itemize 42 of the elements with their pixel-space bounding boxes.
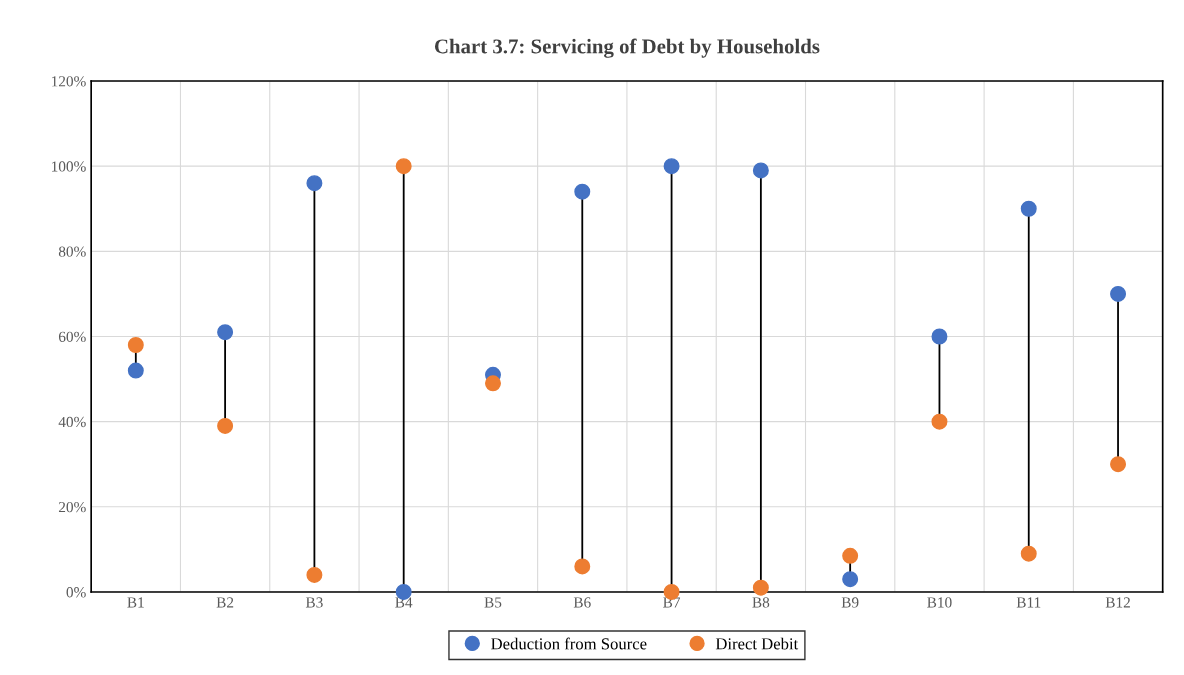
y-tick-label: 20% [58, 501, 86, 513]
legend-label: Direct Debit [715, 637, 799, 650]
x-tick-label: B9 [841, 597, 859, 608]
x-tick-label: B4 [395, 597, 413, 608]
x-tick-label: B6 [573, 597, 591, 608]
point [842, 547, 859, 564]
point [217, 417, 234, 434]
point [574, 558, 591, 575]
point [1110, 285, 1127, 302]
point [485, 375, 501, 392]
x-tick-label: B12 [1105, 597, 1130, 608]
y-tick-label: 100% [52, 161, 86, 172]
point [1020, 200, 1037, 217]
point [931, 413, 948, 430]
x-tick-label: B2 [216, 597, 234, 608]
y-tick-label: 60% [58, 331, 86, 342]
point [395, 158, 412, 175]
point [127, 362, 144, 379]
point [306, 175, 323, 192]
point [217, 324, 234, 341]
point [1020, 545, 1037, 562]
y-tick-label: 40% [58, 416, 86, 428]
point [306, 566, 323, 583]
point [752, 162, 769, 179]
x-tick-label: B10 [927, 597, 952, 608]
point [752, 579, 769, 596]
point [842, 571, 859, 588]
point [663, 158, 680, 175]
y-tick-label: 0% [66, 587, 86, 598]
x-tick-label: B11 [1016, 597, 1041, 608]
y-tick-label: 80% [58, 246, 86, 257]
chart-title: Chart 3.7: Servicing of Debt by Households [434, 38, 820, 58]
x-tick-label: B5 [484, 597, 502, 608]
x-tick-label: B8 [752, 597, 770, 608]
point [127, 337, 144, 353]
x-tick-label: B3 [305, 597, 323, 608]
x-tick-label: B1 [127, 597, 144, 608]
legend-label: Deduction from Source [491, 637, 647, 650]
point [931, 328, 948, 345]
y-tick-label: 120% [52, 76, 86, 87]
point [574, 183, 591, 200]
point [1110, 456, 1127, 473]
